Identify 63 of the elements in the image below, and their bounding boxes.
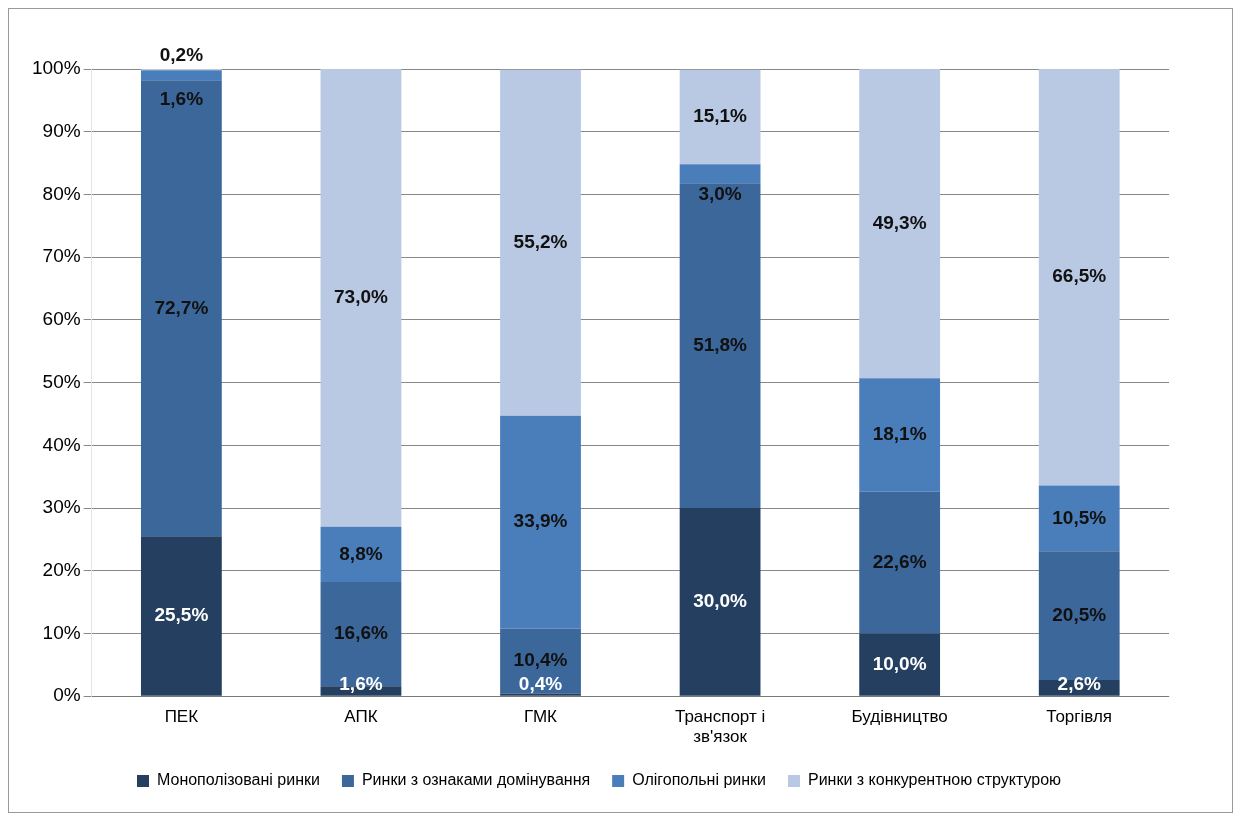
y-tick-label: 80%: [42, 182, 81, 204]
data-label: 1,6%: [159, 88, 204, 110]
x-tick-label: Будівництво: [851, 707, 948, 727]
data-label: 22,6%: [872, 550, 927, 572]
y-tick-label: 40%: [42, 433, 81, 455]
data-label: 10,5%: [1052, 506, 1107, 528]
data-label: 10,4%: [513, 649, 568, 671]
bar: [679, 183, 761, 509]
bar: [859, 633, 941, 696]
legend-label: Олігопольні ринки: [632, 771, 767, 789]
data-label: 1,6%: [339, 672, 383, 694]
data-label: 15,1%: [693, 105, 748, 127]
data-label: 33,9%: [513, 510, 568, 532]
y-tick-label: 30%: [42, 496, 81, 518]
y-tick-label: 50%: [42, 370, 81, 392]
bar: [500, 415, 581, 629]
data-label: 51,8%: [693, 333, 748, 355]
y-tick-label: 100%: [31, 57, 81, 79]
bar: [859, 378, 941, 492]
data-label: 72,7%: [154, 296, 209, 318]
legend-label: Ринки з ознаками домінування: [361, 771, 591, 789]
bar: [1038, 69, 1120, 486]
y-tick-label: 60%: [42, 308, 81, 330]
x-tick-label: Транспорт і зв'язок: [674, 707, 766, 747]
x-tick-label: ГМК: [524, 707, 558, 727]
data-label: 16,6%: [334, 622, 388, 644]
data-label: 25,5%: [154, 604, 209, 626]
bar: [320, 526, 402, 583]
bar: [140, 70, 222, 81]
data-label: 18,1%: [872, 423, 927, 445]
bar: [1038, 485, 1120, 552]
y-tick-label: 0%: [53, 684, 81, 706]
bar: [320, 69, 402, 527]
data-label: 30,0%: [693, 590, 748, 612]
legend-label: Монополізовані ринки: [156, 771, 320, 789]
data-label: 73,0%: [334, 286, 388, 308]
data-label: 55,2%: [513, 230, 568, 252]
data-label: 0,2%: [159, 44, 204, 66]
legend-label: Ринки з конкурентною структурою: [808, 771, 1062, 789]
bar: [859, 491, 941, 634]
y-tick-label: 70%: [42, 245, 81, 267]
data-label: 20,5%: [1052, 603, 1107, 625]
bar: [500, 69, 581, 416]
bar: [500, 693, 581, 696]
bar: [140, 536, 222, 696]
data-label: 66,5%: [1052, 265, 1107, 287]
y-tick-label: 20%: [42, 558, 81, 580]
x-tick-label: ПЕК: [164, 707, 199, 727]
data-label: 2,6%: [1057, 672, 1101, 694]
data-label: 49,3%: [872, 211, 927, 233]
bar: [859, 69, 941, 379]
data-label: 8,8%: [339, 542, 383, 564]
y-tick-label: 10%: [42, 621, 81, 643]
data-label: 3,0%: [698, 182, 742, 204]
y-tick-label: 90%: [42, 119, 81, 141]
x-tick-label: АПК: [344, 707, 378, 727]
bar: [679, 164, 761, 184]
x-tick-label: Торгівля: [1046, 707, 1113, 727]
bar: [140, 80, 222, 537]
data-label: 0,4%: [518, 672, 563, 694]
data-label: 10,0%: [872, 652, 927, 674]
bar: [679, 508, 761, 696]
bar: [679, 69, 761, 165]
